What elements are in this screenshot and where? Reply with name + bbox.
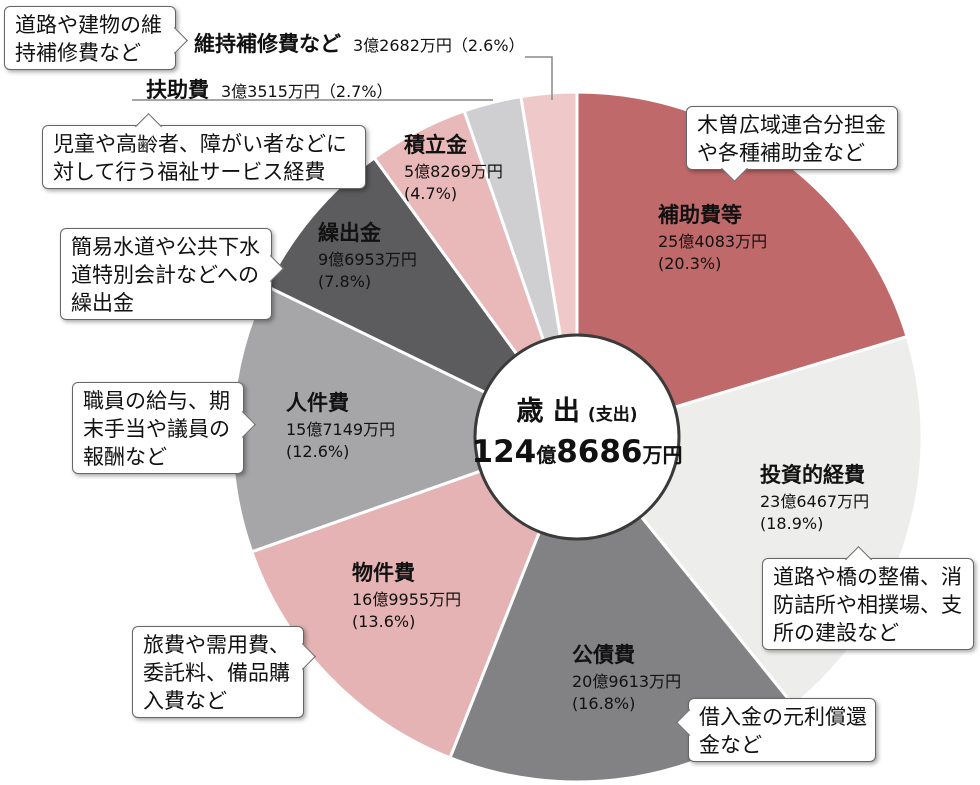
- note-line: 委託料、備品購: [143, 661, 290, 685]
- center-total-oku-unit: 億: [536, 443, 556, 467]
- note-jinken: 職員の給与、期 末手当や議員の 報酬など: [72, 382, 256, 474]
- pie-slice-3: [249, 434, 580, 760]
- note-toushi: 道路や橋の整備、消 防詰所や相撲場、支 所の建設など: [762, 546, 974, 650]
- slice-label-1: 投資的経費 23億6467万円 (18.9%): [760, 463, 869, 533]
- note-line: や各種補助金など: [697, 141, 865, 165]
- note-line: 道路や橋の整備、消: [773, 565, 962, 589]
- slice-label-pct: (4.7%): [404, 184, 457, 203]
- center-title-sub: (支出): [588, 404, 638, 425]
- note-line: 木曽広域連合分担金: [697, 113, 886, 137]
- slice-label-4: 人件費 15億7149万円 (12.6%): [286, 391, 395, 461]
- label-fujo: 扶助費 3億3515万円（2.7%）: [146, 74, 393, 104]
- note-line: 報酬など: [83, 445, 167, 469]
- label-ijihoshu: 維持補修費など 3億2682万円（2.6%）: [194, 28, 525, 58]
- slice-label-name: 人件費: [286, 391, 349, 415]
- slice-labels: 補助費等 25億4083万円 (20.3%) 投資的経費 23億6467万円 (18.9%…: [286, 133, 869, 713]
- note-fujo: 児童や高齢者、障がい者などに 対して行う福祉サービス経費: [42, 113, 366, 189]
- slice-label-0: 補助費等 25億4083万円 (20.3%): [657, 203, 767, 273]
- slice-label-pct: (20.3%): [658, 254, 721, 273]
- note-line: 持補修費など: [15, 41, 141, 65]
- note-line: 金など: [699, 733, 762, 757]
- note-line: 児童や高齢者、障がい者などに: [53, 132, 347, 156]
- note-line: 職員の給与、期: [83, 389, 230, 413]
- slice-label-pct: (7.8%): [318, 272, 371, 291]
- note-line: 防詰所や相撲場、支: [773, 593, 962, 617]
- note-line: 旅費や需用費、: [143, 633, 290, 657]
- slice-label-amount: 16億9955万円: [352, 590, 461, 609]
- slice-label-pct: (16.8%): [572, 694, 635, 713]
- slice-label-name: 補助費等: [657, 203, 742, 227]
- note-buppin: 旅費や需用費、 委託料、備品購 入費など: [132, 626, 316, 718]
- center-title-main: 歳 出: [517, 396, 580, 427]
- leader-line-ijihoshu: [525, 56, 553, 100]
- slice-label-5: 繰出金 9億6953万円 (7.8%): [318, 221, 417, 291]
- slice-label-pct: (12.6%): [286, 442, 349, 461]
- slice-label-2: 公債費 20億9613万円 (16.8%): [572, 643, 681, 713]
- center-hole: 歳 出 (支出) 124億8686万円: [472, 333, 683, 541]
- slice-label-amount: 5億8269万円: [404, 162, 503, 181]
- note-line: 借入金の元利償還: [699, 705, 867, 729]
- note-line: 簡易水道や公共下水: [71, 235, 260, 259]
- note-kuridashi: 簡易水道や公共下水 道特別会計などへの 繰出金: [60, 228, 284, 320]
- label-ijihoshu-name: 維持補修費など: [194, 32, 341, 56]
- center-total-man: 8686: [556, 434, 642, 470]
- slice-label-amount: 23億6467万円: [760, 492, 869, 511]
- slice-label-amount: 20億9613万円: [572, 672, 681, 691]
- slice-label-name: 公債費: [572, 643, 635, 667]
- slice-label-6: 積立金 5億8269万円 (4.7%): [404, 133, 503, 203]
- slice-label-name: 積立金: [404, 133, 468, 157]
- label-fujo-value: 3億3515万円（2.7%）: [221, 82, 393, 101]
- slice-label-name: 繰出金: [318, 221, 382, 245]
- note-line: 道特別会計などへの: [71, 263, 259, 287]
- note-line: 所の建設など: [773, 621, 899, 645]
- center-total: 124億8686万円: [472, 434, 683, 470]
- center-total-oku: 124: [472, 434, 537, 470]
- slice-label-3: 物件費 16億9955万円 (13.6%): [352, 561, 461, 631]
- note-line: 末手当や議員の: [83, 417, 230, 441]
- note-line: 対して行う福祉サービス経費: [53, 160, 326, 184]
- slice-label-amount: 15億7149万円: [286, 420, 395, 439]
- note-ijihoshu: 道路や建物の維 持補修費など: [4, 6, 188, 70]
- center-title: 歳 出 (支出): [517, 396, 638, 427]
- slice-label-pct: (18.9%): [760, 514, 823, 533]
- label-ijihoshu-value: 3億2682万円（2.6%）: [353, 36, 525, 55]
- slice-label-name: 物件費: [352, 561, 415, 585]
- note-hojo: 木曽広域連合分担金 や各種補助金など: [686, 106, 898, 182]
- leader-lines: [132, 56, 553, 101]
- note-kousai: 借入金の元利償還 金など: [676, 698, 876, 762]
- slice-label-pct: (13.6%): [352, 612, 415, 631]
- slice-label-name: 投資的経費: [760, 463, 865, 487]
- label-fujo-name: 扶助費: [146, 78, 209, 102]
- note-line: 繰出金: [71, 291, 134, 315]
- note-line: 入費など: [143, 689, 227, 713]
- slice-label-amount: 25億4083万円: [658, 232, 767, 251]
- note-line: 道路や建物の維: [15, 13, 162, 37]
- slice-label-amount: 9億6953万円: [318, 250, 417, 269]
- center-total-man-unit: 万円: [642, 443, 683, 467]
